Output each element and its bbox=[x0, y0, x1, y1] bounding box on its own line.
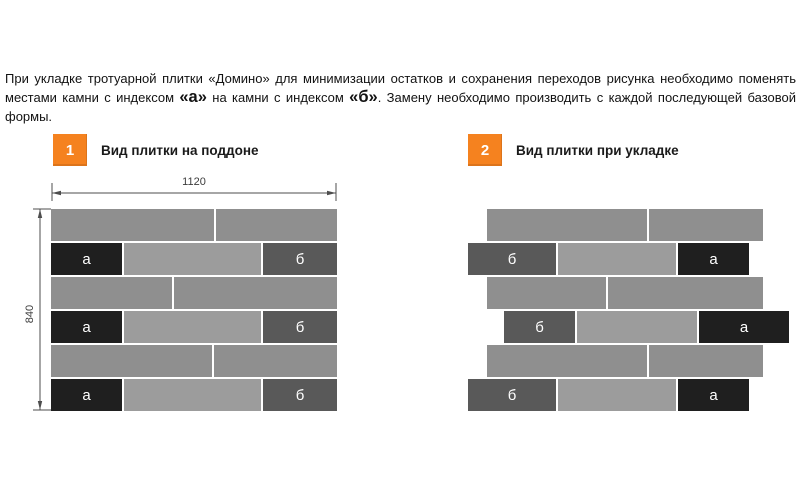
dimension-height-line bbox=[33, 208, 51, 411]
dimension-width-label: 1120 bbox=[182, 176, 206, 188]
arrow-left-icon bbox=[52, 190, 61, 196]
instruction-part2: на камни с индексом bbox=[206, 90, 350, 105]
tile-light bbox=[577, 311, 697, 343]
tile-gray bbox=[487, 345, 647, 377]
tile-light bbox=[124, 311, 261, 343]
tile-light bbox=[558, 243, 676, 275]
tile-gray bbox=[487, 209, 647, 241]
tile-gray bbox=[649, 209, 763, 241]
tile-gray bbox=[51, 277, 172, 309]
tile-gray bbox=[216, 209, 337, 241]
tile-b: б bbox=[263, 243, 337, 275]
tile-a: а bbox=[678, 379, 749, 411]
tile-a: а bbox=[51, 243, 122, 275]
section-header-laying: 2 Вид плитки при укладке bbox=[468, 134, 679, 166]
tile-b: б bbox=[263, 311, 337, 343]
tile-a: а bbox=[699, 311, 789, 343]
tile-gray bbox=[487, 277, 606, 309]
tile-b: б bbox=[468, 243, 556, 275]
instruction-part3: . Замену необходимо производить с каждой… bbox=[5, 90, 796, 124]
section-header-pallet: 1 Вид плитки на поддоне bbox=[53, 134, 259, 166]
tile-gray bbox=[649, 345, 763, 377]
arrow-down-icon bbox=[37, 401, 43, 410]
arrow-up-icon bbox=[37, 209, 43, 218]
tile-a: а bbox=[51, 311, 122, 343]
section-title-pallet: Вид плитки на поддоне bbox=[101, 142, 259, 158]
instruction-part1: При укладке тротуарной плитки «Домино» д… bbox=[5, 71, 796, 105]
tile-gray bbox=[608, 277, 763, 309]
tile-gray bbox=[51, 345, 212, 377]
tile-b: б bbox=[263, 379, 337, 411]
section-number-badge-1: 1 bbox=[53, 134, 87, 166]
dimension-width-line bbox=[51, 183, 337, 201]
tile-gray bbox=[174, 277, 337, 309]
section-title-laying: Вид плитки при укладке bbox=[516, 142, 679, 158]
instruction-text: При укладке тротуарной плитки «Домино» д… bbox=[5, 69, 796, 126]
tile-light bbox=[558, 379, 676, 411]
index-a-highlight: «а» bbox=[179, 88, 207, 106]
tile-b: б bbox=[504, 311, 575, 343]
pallet-diagram: а б а б а б bbox=[51, 209, 337, 411]
tile-gray bbox=[51, 209, 214, 241]
tile-gray bbox=[214, 345, 337, 377]
tile-light bbox=[124, 243, 261, 275]
index-b-highlight: «б» bbox=[349, 88, 378, 106]
tile-a: а bbox=[51, 379, 122, 411]
tile-light bbox=[124, 379, 261, 411]
tile-a: а bbox=[678, 243, 749, 275]
arrow-right-icon bbox=[327, 190, 336, 196]
laying-diagram: б а б а б а bbox=[468, 209, 790, 411]
tile-b: б bbox=[468, 379, 556, 411]
dimension-height-label: 840 bbox=[24, 304, 36, 324]
section-number-badge-2: 2 bbox=[468, 134, 502, 166]
